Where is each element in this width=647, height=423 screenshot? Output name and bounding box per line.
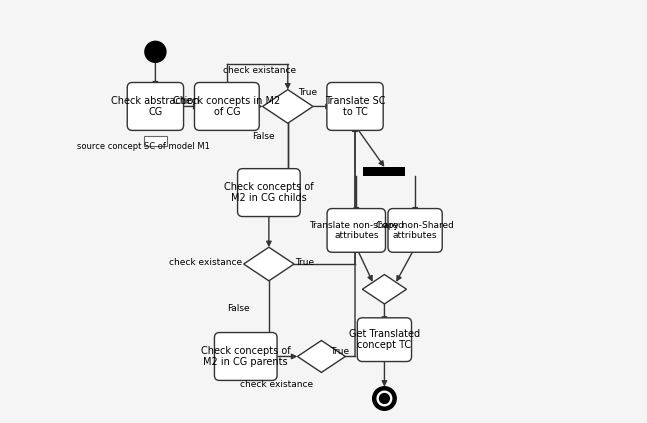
- Polygon shape: [298, 341, 345, 372]
- Text: Translate SC
to TC: Translate SC to TC: [325, 96, 385, 117]
- Text: Check concepts in M2
of CG: Check concepts in M2 of CG: [173, 96, 280, 117]
- FancyBboxPatch shape: [388, 209, 442, 252]
- FancyBboxPatch shape: [357, 318, 411, 362]
- Circle shape: [377, 391, 391, 406]
- FancyBboxPatch shape: [127, 82, 184, 130]
- Circle shape: [373, 387, 396, 410]
- Text: True: True: [298, 88, 317, 97]
- Text: Translate non-shared
attributes: Translate non-shared attributes: [309, 221, 404, 240]
- FancyBboxPatch shape: [237, 169, 300, 217]
- Text: True: True: [330, 346, 349, 355]
- Text: Check concepts of
M2 in CG parents: Check concepts of M2 in CG parents: [201, 346, 291, 367]
- Polygon shape: [244, 247, 294, 281]
- FancyBboxPatch shape: [327, 82, 383, 130]
- Text: source concept SC of model M1: source concept SC of model M1: [77, 142, 210, 151]
- Polygon shape: [362, 275, 406, 304]
- Text: True: True: [295, 258, 314, 267]
- FancyBboxPatch shape: [327, 209, 386, 252]
- Text: check existance: check existance: [240, 380, 313, 389]
- Text: Check abstraction
CG: Check abstraction CG: [111, 96, 200, 117]
- Text: Copy non-Shared
attributes: Copy non-Shared attributes: [376, 221, 454, 240]
- Text: False: False: [227, 305, 250, 313]
- Bar: [364, 167, 406, 176]
- Text: False: False: [252, 132, 275, 141]
- Text: Check concepts of
M2 in CG childs: Check concepts of M2 in CG childs: [224, 182, 314, 203]
- Circle shape: [145, 41, 166, 62]
- Circle shape: [380, 393, 389, 404]
- Polygon shape: [263, 90, 313, 123]
- Text: Get Translated
concept TC: Get Translated concept TC: [349, 329, 420, 351]
- Text: check existance: check existance: [223, 66, 296, 75]
- FancyBboxPatch shape: [214, 332, 277, 380]
- FancyBboxPatch shape: [195, 82, 259, 130]
- Text: check existance: check existance: [170, 258, 243, 267]
- Bar: [144, 136, 167, 146]
